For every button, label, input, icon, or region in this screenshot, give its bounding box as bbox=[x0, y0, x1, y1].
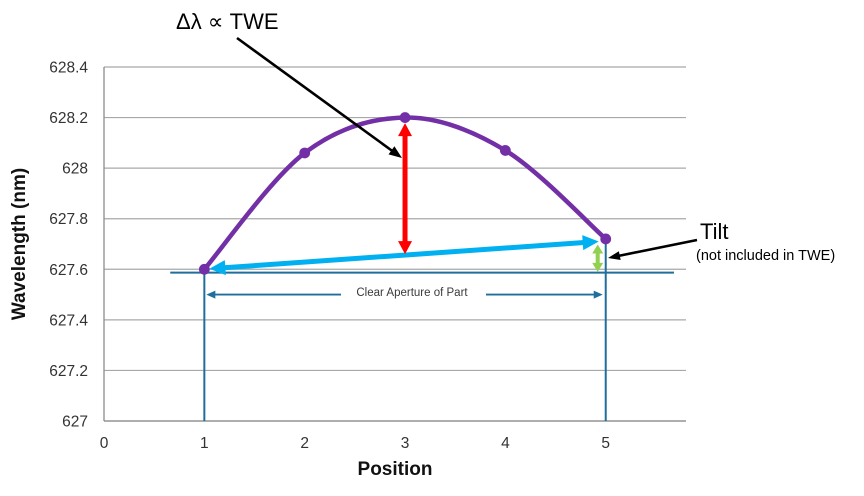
tilt-pointer-arrow bbox=[617, 238, 698, 258]
x-tick-label: 2 bbox=[300, 435, 309, 452]
y-tick-label: 628.2 bbox=[49, 110, 88, 127]
clear-aperture-arrow-left-head bbox=[206, 290, 216, 299]
y-tick-label: 627 bbox=[62, 414, 88, 431]
x-tick-label: 5 bbox=[601, 435, 610, 452]
twe-red-arrow-head bbox=[398, 123, 413, 137]
twe-pointer-arrow-head bbox=[388, 146, 402, 158]
x-tick-label: 4 bbox=[501, 435, 510, 452]
clear-aperture-arrow-right-head bbox=[593, 290, 603, 299]
tilt-arrow bbox=[221, 239, 587, 271]
y-tick-label: 627.8 bbox=[49, 211, 88, 228]
x-axis-title: Position bbox=[357, 459, 433, 480]
tilt-gap-green-arrow-head bbox=[592, 262, 604, 272]
y-axis-title: Wavelength (nm) bbox=[9, 167, 31, 321]
tilt-gap-green-arrow-head bbox=[592, 244, 604, 254]
tilt-arrow-head bbox=[209, 260, 226, 276]
y-tick-label: 627.4 bbox=[49, 312, 88, 329]
x-tick-label: 0 bbox=[100, 435, 109, 452]
tilt-arrow-head bbox=[582, 235, 599, 251]
data-point-4 bbox=[499, 145, 511, 156]
tilt-pointer-arrow-head bbox=[608, 251, 621, 261]
tilt-note-label: (not included in TWE) bbox=[696, 248, 836, 264]
twe-pointer-arrow bbox=[236, 36, 395, 153]
data-point-3 bbox=[399, 112, 411, 123]
y-tick-label: 627.6 bbox=[49, 262, 88, 279]
y-tick-label: 628.4 bbox=[49, 60, 88, 77]
y-tick-label: 628 bbox=[62, 161, 88, 178]
clear-aperture-label: Clear Aperture of Part bbox=[356, 287, 468, 299]
tilt-annotation-label: Tilt bbox=[700, 219, 729, 244]
twe-annotation-label: Δλ ∝ TWE bbox=[176, 9, 279, 34]
data-point-2 bbox=[299, 147, 311, 159]
x-tick-label: 1 bbox=[200, 435, 209, 452]
y-tick-label: 627.2 bbox=[49, 363, 88, 380]
data-point-5 bbox=[600, 233, 612, 245]
twe-red-arrow-head bbox=[398, 241, 413, 255]
data-point-1 bbox=[198, 263, 210, 275]
x-tick-label: 3 bbox=[401, 435, 410, 452]
